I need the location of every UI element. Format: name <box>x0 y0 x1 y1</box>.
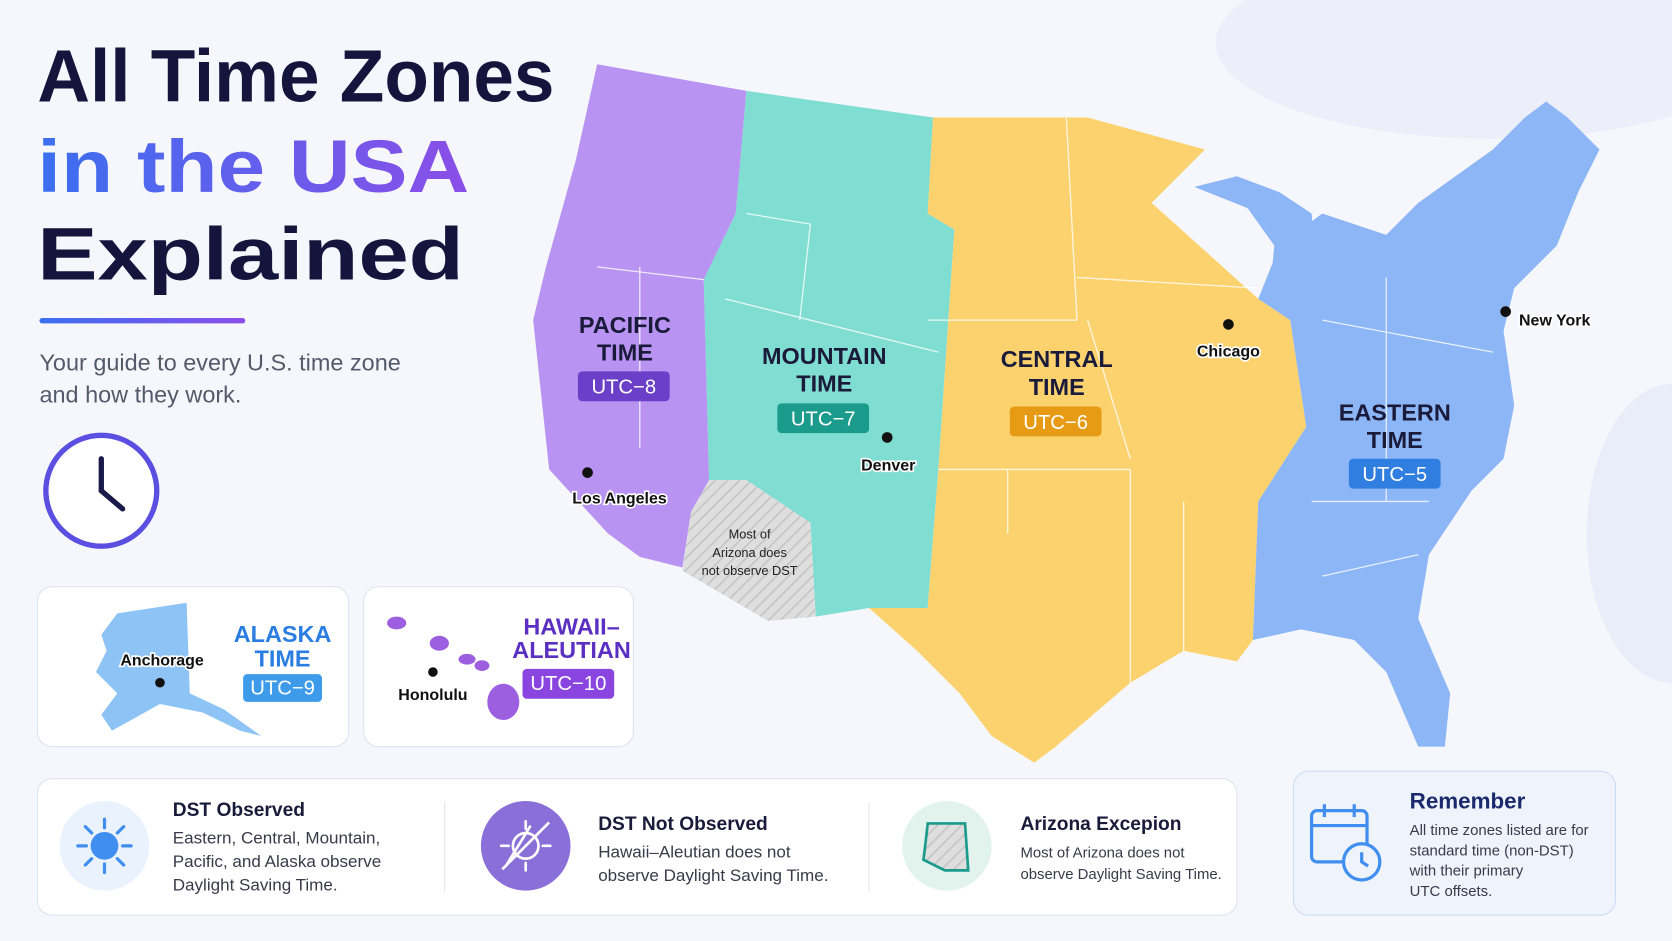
card-text: observe Daylight Saving Time. <box>598 866 828 885</box>
subtitle: Your guide to every U.S. time zone <box>39 349 400 375</box>
city-label: Los Angeles <box>572 491 667 508</box>
calendar-icon <box>1309 804 1382 882</box>
card-title: DST Not Observed <box>598 814 768 835</box>
inset-card <box>363 586 634 748</box>
central-zone <box>869 117 1307 763</box>
city-dot <box>1223 319 1234 330</box>
zone-offset: UTC−5 <box>1362 464 1427 486</box>
sun-icon <box>59 801 150 891</box>
card-title: Arizona Excepion <box>1020 814 1181 835</box>
offset-pill <box>577 371 670 402</box>
zone-offset: UTC−7 <box>791 409 856 431</box>
offset-pill <box>243 674 323 702</box>
hawaii-islands <box>387 616 520 721</box>
zone-name: ALASKA <box>234 621 332 647</box>
zone-name: PACIFIC <box>579 312 671 338</box>
state-borders <box>597 117 1493 683</box>
cities: Los Angeles Denver Chicago New York <box>571 306 1592 509</box>
city-label: Honolulu <box>398 687 467 704</box>
zone-name: MOUNTAIN <box>762 343 887 369</box>
mountain-zone <box>703 90 955 617</box>
city-dot <box>428 667 438 677</box>
city-label: Chicago <box>1197 343 1260 360</box>
info-cards: DST Observed Eastern, Central, Mountain,… <box>36 778 1238 916</box>
blob <box>1215 0 1672 139</box>
zone-name: EASTERN <box>1339 399 1451 425</box>
zone-name: ALEUTIAN <box>512 637 630 663</box>
us-map <box>533 64 1600 763</box>
offset-pill <box>522 668 615 699</box>
card-text: Pacific, and Alaska observe <box>173 852 381 871</box>
title-line: Explained <box>37 212 464 296</box>
arizona-note: Most of Arizona does not observe DST <box>702 527 798 578</box>
note-line: not observe DST <box>702 563 798 578</box>
card-text: observe Daylight Saving Time. <box>1020 866 1221 883</box>
alaska-shape <box>95 602 262 737</box>
offset-pill <box>1348 458 1441 489</box>
remember-box: Remember All time zones listed are for s… <box>1292 770 1617 916</box>
title-line: in the USA <box>37 124 469 208</box>
zone-name: TIME <box>597 340 653 366</box>
zone-name: TIME <box>1367 427 1423 453</box>
alaska-inset: Anchorage ALASKA TIME UTC−9 <box>36 586 350 748</box>
zone-name: TIME <box>796 371 852 397</box>
remember-text: with their primary <box>1409 863 1524 880</box>
zone-name: CENTRAL <box>1001 346 1113 372</box>
remember-card <box>1292 770 1617 916</box>
zone-offset: UTC−8 <box>591 377 656 399</box>
title-line: All Time Zones <box>37 34 554 118</box>
blob <box>1586 384 1672 683</box>
offset-pill <box>777 403 870 434</box>
offset-pill <box>1009 406 1102 437</box>
card-text: Hawaii–Aleutian does not <box>598 843 791 862</box>
card-title: DST Observed <box>173 800 305 821</box>
remember-text: UTC offsets. <box>1410 883 1493 900</box>
zone-name: TIME <box>255 646 311 672</box>
zone-offset: UTC−9 <box>250 677 315 699</box>
card-text: Most of Arizona does not <box>1020 845 1185 862</box>
city-label: New York <box>1519 312 1590 329</box>
subtitle: and how they work. <box>39 381 241 407</box>
arizona-area <box>682 480 816 621</box>
hawaii-inset: Honolulu HAWAII– ALEUTIAN UTC−10 <box>363 586 634 748</box>
zone-offset: UTC−10 <box>530 673 606 695</box>
remember-title: Remember <box>1410 789 1526 814</box>
city-dot <box>155 677 165 688</box>
remember-text: All time zones listed are for <box>1410 822 1589 839</box>
card-text: Eastern, Central, Mountain, <box>173 829 381 848</box>
remember-text: standard time (non-DST) <box>1410 842 1574 859</box>
city-dot <box>1500 306 1511 317</box>
zone-name: TIME <box>1029 374 1085 400</box>
eastern-zone <box>1252 101 1600 747</box>
note-line: Arizona does <box>712 545 787 560</box>
no-dst-icon <box>480 801 571 891</box>
title-underline <box>39 318 246 324</box>
zone-labels: PACIFIC TIME UTC−8 MOUNTAIN TIME UTC−7 C… <box>577 312 1451 489</box>
city-dot <box>582 467 593 478</box>
zone-name: HAWAII– <box>523 614 619 640</box>
note-line: Most of <box>729 527 771 542</box>
clock-icon <box>43 432 160 549</box>
card-text: Daylight Saving Time. <box>173 876 338 895</box>
city-label: Anchorage <box>120 653 204 670</box>
michigan <box>1194 176 1317 310</box>
zone-offset: UTC−6 <box>1023 412 1088 434</box>
arizona-icon <box>902 801 992 891</box>
city-dot <box>881 432 893 443</box>
city-label: Denver <box>861 458 915 475</box>
